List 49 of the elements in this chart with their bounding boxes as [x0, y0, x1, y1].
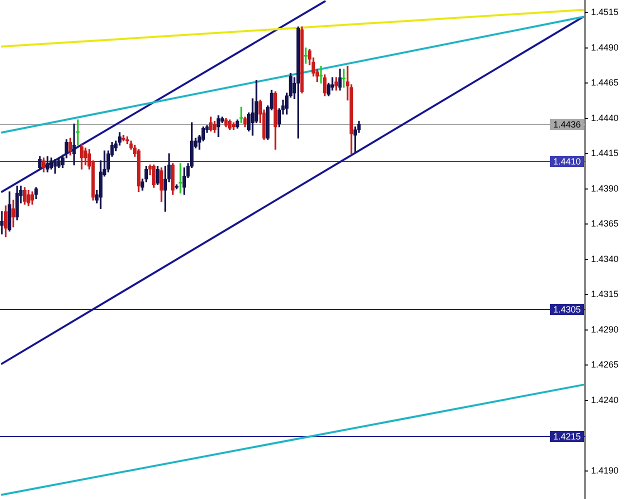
candlestick: [22, 187, 27, 205]
candlestick: [322, 74, 327, 96]
candlestick: [34, 187, 38, 200]
y-tick-label: 1.4315: [591, 289, 619, 300]
y-tick-label: 1.4440: [591, 112, 619, 123]
candlestick: [0, 211, 4, 234]
y-tick-label: 1.4265: [591, 360, 619, 370]
y-tick-label: 1.4240: [591, 394, 619, 405]
candlestick: [182, 167, 186, 195]
candlestick: [30, 191, 34, 205]
candlestick: [160, 167, 164, 202]
candlestick: [15, 186, 19, 220]
ref-line-label: 1.4436: [553, 119, 581, 130]
candlestick: [300, 26, 304, 94]
candlestick: [342, 68, 346, 88]
candlestick: [152, 164, 156, 188]
candlestick: [296, 26, 300, 138]
candlestick: [8, 191, 12, 232]
y-tick-label: 1.4415: [591, 148, 619, 158]
y-tick-label: 1.4490: [591, 42, 619, 52]
ref-line-label: 1.4410: [553, 156, 581, 166]
candlestick: [212, 120, 216, 133]
y-tick-label: 1.4515: [591, 7, 619, 18]
candlestick: [26, 190, 30, 206]
candlestick: [243, 116, 247, 128]
candlestick: [232, 122, 236, 130]
ref-line-label: 1.4305: [553, 304, 581, 314]
y-tick-label: 1.4390: [591, 183, 619, 194]
candlestick: [334, 77, 338, 91]
y-tick-label: 1.4365: [591, 218, 619, 229]
candlestick: [136, 149, 140, 192]
y-tick-label: 1.4290: [591, 324, 619, 334]
candlestick: [224, 118, 228, 128]
candlestick: [319, 66, 323, 84]
candlestick: [171, 163, 175, 195]
candlestick: [330, 77, 334, 91]
ref-line-label: 1.4215: [553, 431, 581, 442]
y-tick-label: 1.4190: [591, 465, 619, 476]
candlestick: [178, 163, 182, 194]
candlestick: [220, 116, 224, 123]
candlestick: [274, 91, 278, 150]
y-tick-label: 1.4340: [591, 254, 619, 264]
candlestick: [72, 124, 76, 166]
candlestick: [338, 68, 342, 91]
candlestick: [122, 134, 126, 142]
candlestick: [84, 148, 88, 166]
candlestick: [4, 205, 8, 238]
y-tick-label: 1.4465: [591, 78, 619, 88]
candlestick: [76, 119, 80, 146]
